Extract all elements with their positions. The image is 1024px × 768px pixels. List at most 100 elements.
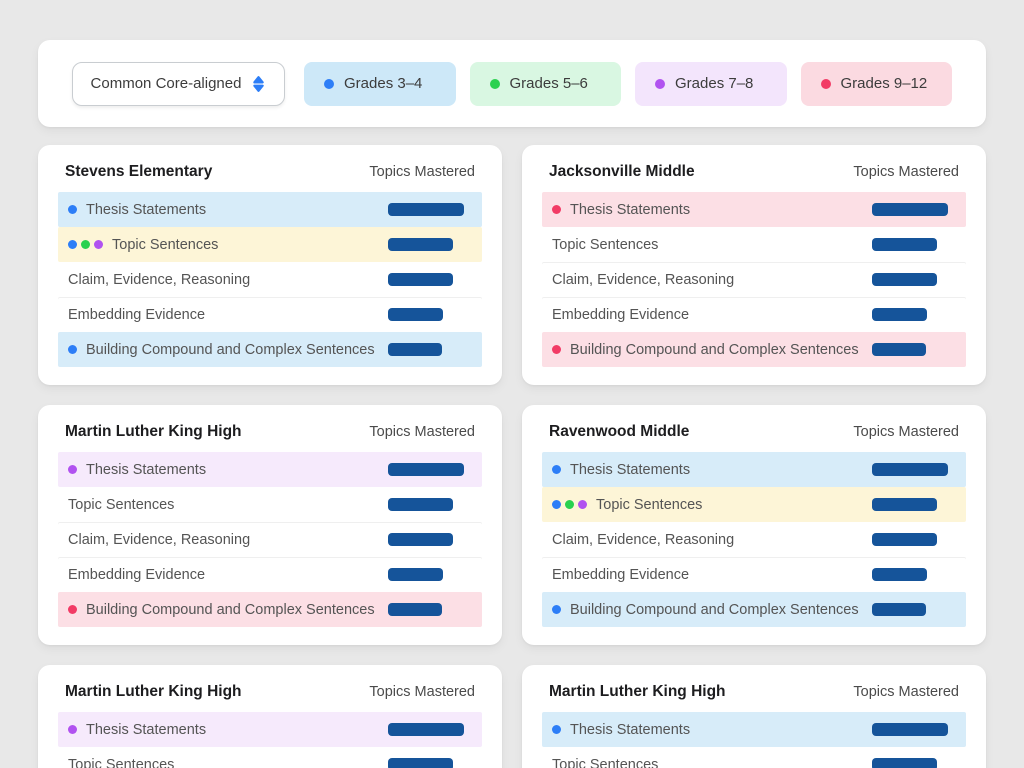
topic-row: Claim, Evidence, Reasoning (542, 522, 966, 557)
grade-dot-icon (94, 240, 103, 249)
topic-label: Thesis Statements (570, 461, 691, 478)
grade-dot-icon (68, 465, 77, 474)
mastery-bar-track (872, 238, 956, 251)
grade-dot-icon (820, 78, 831, 89)
grade-dots (552, 605, 561, 614)
topic-label: Topic Sentences (552, 236, 659, 253)
school-card-header: Martin Luther King High Topics Mastered (58, 683, 482, 712)
grade-dot-icon (565, 500, 574, 509)
mastery-bar (388, 343, 442, 356)
topics-mastered-header: Topics Mastered (853, 164, 959, 180)
grade-dot-icon (552, 500, 561, 509)
grade-legend-label: Grades 5–6 (509, 75, 588, 92)
mastery-bar-track (872, 203, 956, 216)
school-card-header: Jacksonville Middle Topics Mastered (542, 163, 966, 192)
topic-row: Embedding Evidence (542, 297, 966, 332)
topic-label: Embedding Evidence (68, 306, 206, 323)
topic-row: Thesis Statements (58, 192, 482, 227)
topic-row: Embedding Evidence (58, 557, 482, 592)
mastery-bar-track (872, 723, 956, 736)
topic-row: Claim, Evidence, Reasoning (542, 262, 966, 297)
grade-legend-chip[interactable]: Grades 5–6 (469, 61, 621, 106)
mastery-bar (872, 203, 948, 216)
school-card: Martin Luther King High Topics Mastered … (522, 665, 986, 768)
topics-mastered-header: Topics Mastered (853, 424, 959, 440)
topic-label: Topic Sentences (552, 756, 659, 768)
grade-legend-chip[interactable]: Grades 3–4 (304, 61, 456, 106)
grade-dot-icon (68, 240, 77, 249)
mastery-bar (388, 463, 464, 476)
school-cards-grid: Stevens Elementary Topics Mastered Thesi… (38, 145, 986, 768)
mastery-bar (388, 308, 443, 321)
topic-row: Thesis Statements (58, 452, 482, 487)
grade-legend-label: Grades 7–8 (675, 75, 754, 92)
mastery-bar-track (872, 498, 956, 511)
grade-dot-icon (552, 345, 561, 354)
mastery-bar (872, 308, 927, 321)
topic-label: Claim, Evidence, Reasoning (552, 531, 735, 548)
mastery-bar (872, 568, 927, 581)
grade-legend-label: Grades 3–4 (344, 75, 423, 92)
topic-label: Claim, Evidence, Reasoning (68, 271, 251, 288)
mastery-bar-track (872, 603, 956, 616)
mastery-bar-track (388, 343, 472, 356)
grade-dot-icon (552, 605, 561, 614)
topic-label: Thesis Statements (86, 201, 207, 218)
mastery-bar (388, 723, 464, 736)
grade-legend-chip[interactable]: Grades 9–12 (800, 61, 952, 106)
grade-legend-label: Grades 9–12 (840, 75, 928, 92)
topic-rows: Thesis Statements Topic Sentences (58, 712, 482, 768)
grade-dots (68, 465, 77, 474)
mastery-bar-track (388, 203, 472, 216)
topic-row: Topic Sentences (542, 227, 966, 262)
mastery-bar-track (872, 568, 956, 581)
mastery-bar-track (388, 308, 472, 321)
grade-dot-icon (68, 205, 77, 214)
chevron-updown-icon (253, 75, 265, 92)
school-card-header: Martin Luther King High Topics Mastered (58, 423, 482, 452)
topic-row: Thesis Statements (58, 712, 482, 747)
mastery-bar (388, 238, 453, 251)
filter-toolbar: Common Core-aligned Grades 3–4 Grades 5–… (38, 40, 986, 127)
topics-mastered-header: Topics Mastered (853, 684, 959, 700)
mastery-bar-track (388, 273, 472, 286)
grade-dot-icon (68, 605, 77, 614)
topic-row: Topic Sentences (542, 487, 966, 522)
topic-label: Topic Sentences (68, 756, 175, 768)
standards-dropdown[interactable]: Common Core-aligned (72, 61, 285, 106)
mastery-bar-track (388, 238, 472, 251)
mastery-bar (388, 273, 453, 286)
grade-dots (68, 205, 77, 214)
topic-row: Claim, Evidence, Reasoning (58, 522, 482, 557)
mastery-bar (872, 603, 926, 616)
grade-dot-icon (552, 205, 561, 214)
grade-dot-icon (81, 240, 90, 249)
grade-dots (68, 345, 77, 354)
grade-dots (68, 725, 77, 734)
school-name: Ravenwood Middle (549, 423, 690, 440)
topic-label: Topic Sentences (112, 236, 219, 253)
topic-row: Thesis Statements (542, 452, 966, 487)
topic-label: Thesis Statements (570, 201, 691, 218)
topic-row: Embedding Evidence (542, 557, 966, 592)
topic-label: Thesis Statements (570, 721, 691, 738)
topic-row: Embedding Evidence (58, 297, 482, 332)
topic-label: Embedding Evidence (552, 566, 690, 583)
topic-row: Building Compound and Complex Sentences (542, 592, 966, 627)
school-name: Martin Luther King High (549, 683, 726, 700)
mastery-bar-track (872, 308, 956, 321)
topic-label: Building Compound and Complex Sentences (86, 601, 375, 618)
mastery-bar-track (872, 273, 956, 286)
topic-row: Topic Sentences (58, 747, 482, 768)
grade-dots (552, 345, 561, 354)
grade-legend-chip[interactable]: Grades 7–8 (635, 61, 787, 106)
mastery-bar (872, 758, 937, 768)
mastery-bar (872, 273, 937, 286)
mastery-bar (872, 498, 937, 511)
topic-label: Embedding Evidence (68, 566, 206, 583)
mastery-bar-track (388, 603, 472, 616)
topic-row: Building Compound and Complex Sentences (58, 332, 482, 367)
mastery-bar-track (872, 758, 956, 768)
mastery-bar (388, 568, 443, 581)
